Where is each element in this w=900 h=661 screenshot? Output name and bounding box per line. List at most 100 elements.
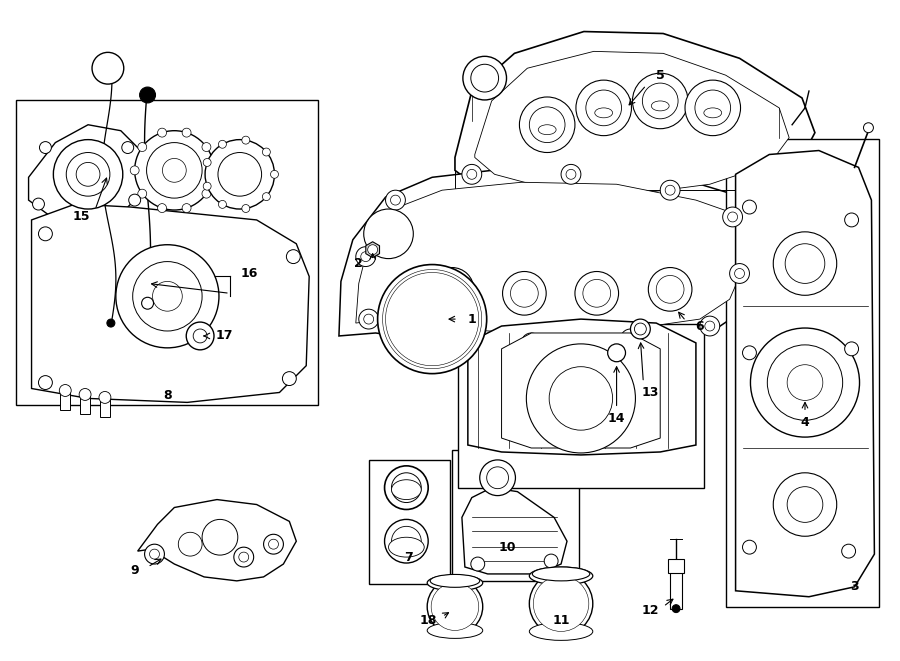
Circle shape	[39, 375, 52, 389]
Circle shape	[99, 391, 111, 403]
Circle shape	[785, 244, 824, 284]
Circle shape	[672, 605, 680, 613]
Ellipse shape	[538, 125, 556, 135]
Text: 13: 13	[642, 386, 659, 399]
Circle shape	[549, 367, 613, 430]
Polygon shape	[735, 151, 875, 597]
Circle shape	[140, 87, 156, 103]
Circle shape	[130, 166, 140, 175]
Circle shape	[621, 329, 641, 349]
Circle shape	[178, 532, 202, 556]
Ellipse shape	[529, 623, 593, 641]
Circle shape	[773, 473, 837, 536]
Circle shape	[264, 534, 284, 554]
Ellipse shape	[529, 567, 593, 585]
Circle shape	[845, 342, 859, 356]
Circle shape	[205, 139, 274, 209]
Circle shape	[286, 250, 301, 264]
Text: 6: 6	[696, 319, 704, 332]
Circle shape	[437, 589, 472, 625]
Circle shape	[534, 576, 589, 631]
Circle shape	[561, 165, 581, 184]
Circle shape	[656, 276, 684, 303]
Circle shape	[845, 213, 859, 227]
Text: 17: 17	[215, 329, 233, 342]
Circle shape	[727, 212, 738, 222]
Polygon shape	[501, 333, 661, 448]
Circle shape	[575, 272, 618, 315]
Bar	[15, 100, 318, 405]
Bar	[668, 559, 684, 573]
Circle shape	[382, 270, 482, 369]
Text: 12: 12	[642, 604, 659, 617]
Ellipse shape	[389, 537, 424, 557]
Bar	[670, 567, 682, 609]
Ellipse shape	[430, 574, 480, 588]
Circle shape	[430, 268, 473, 311]
Circle shape	[438, 276, 466, 303]
Polygon shape	[462, 488, 567, 574]
Text: 9: 9	[130, 564, 139, 578]
Circle shape	[842, 544, 856, 558]
Circle shape	[79, 389, 91, 401]
Circle shape	[422, 326, 442, 346]
Text: 14: 14	[608, 412, 625, 425]
Circle shape	[643, 83, 678, 119]
Text: 3: 3	[850, 580, 859, 594]
Circle shape	[378, 264, 487, 373]
Circle shape	[242, 136, 250, 144]
Polygon shape	[32, 204, 310, 403]
Polygon shape	[356, 182, 745, 333]
Circle shape	[705, 321, 715, 331]
Circle shape	[471, 557, 485, 571]
Polygon shape	[138, 500, 296, 581]
Circle shape	[364, 209, 413, 258]
Circle shape	[263, 192, 270, 200]
Circle shape	[723, 207, 742, 227]
Circle shape	[487, 467, 508, 488]
Polygon shape	[29, 125, 145, 224]
Circle shape	[529, 107, 565, 143]
Circle shape	[431, 583, 479, 631]
Circle shape	[138, 189, 147, 198]
Circle shape	[695, 90, 731, 126]
Circle shape	[529, 572, 593, 635]
Circle shape	[283, 371, 296, 385]
Circle shape	[132, 262, 202, 331]
Circle shape	[152, 282, 183, 311]
Ellipse shape	[428, 623, 482, 639]
Circle shape	[141, 297, 154, 309]
Circle shape	[202, 520, 238, 555]
Text: 10: 10	[499, 541, 517, 554]
Circle shape	[92, 52, 124, 84]
Ellipse shape	[532, 567, 590, 581]
Circle shape	[203, 159, 212, 167]
Circle shape	[576, 80, 632, 136]
Circle shape	[742, 540, 756, 554]
Circle shape	[67, 153, 110, 196]
Circle shape	[742, 346, 756, 360]
Circle shape	[39, 227, 52, 241]
Circle shape	[586, 90, 622, 126]
Circle shape	[526, 338, 536, 348]
Circle shape	[521, 333, 541, 353]
Polygon shape	[455, 32, 814, 210]
Circle shape	[768, 345, 842, 420]
Circle shape	[428, 579, 482, 635]
Text: 15: 15	[72, 210, 90, 223]
Circle shape	[389, 276, 476, 363]
Polygon shape	[475, 52, 789, 194]
Ellipse shape	[428, 575, 482, 591]
Circle shape	[202, 189, 211, 198]
Bar	[100, 399, 110, 417]
Circle shape	[566, 169, 576, 179]
Circle shape	[234, 547, 254, 567]
Circle shape	[414, 301, 450, 337]
Ellipse shape	[392, 480, 421, 500]
Circle shape	[788, 486, 823, 522]
Circle shape	[129, 194, 140, 206]
Text: 16: 16	[241, 267, 258, 280]
Circle shape	[471, 64, 499, 92]
Circle shape	[158, 204, 166, 213]
Circle shape	[480, 460, 516, 496]
